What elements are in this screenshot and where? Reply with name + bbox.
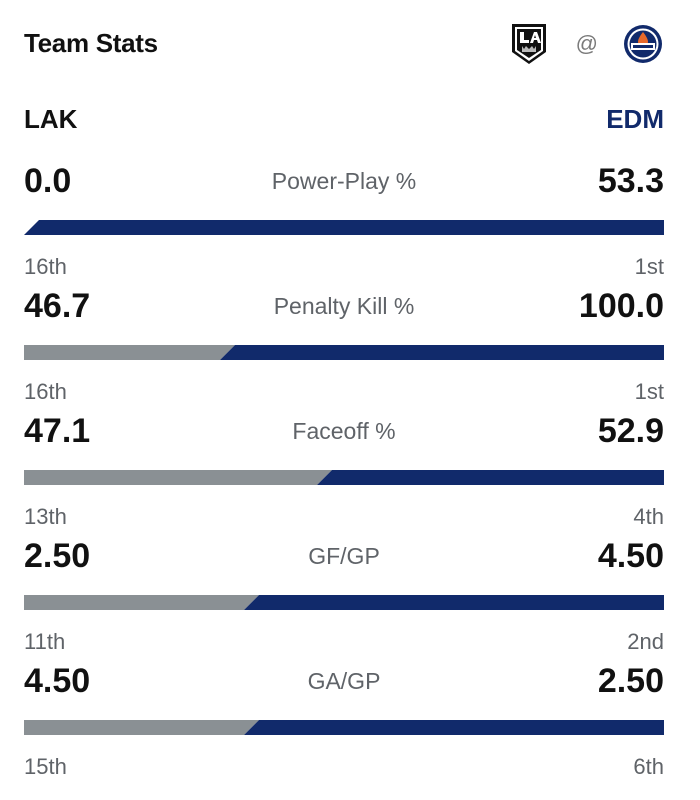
home-stat-rank: 2nd xyxy=(627,629,664,654)
away-stat-rank: 16th xyxy=(24,254,67,279)
stat-row-power-play: 0.0 Power-Play % 53.3 16th 1st xyxy=(24,162,664,287)
home-stat-bar xyxy=(220,345,664,360)
home-stat-rank: 6th xyxy=(633,754,664,779)
stat-row-faceoff: 47.1 Faceoff % 52.9 13th 4th xyxy=(24,412,664,537)
la-kings-logo-icon[interactable] xyxy=(508,22,550,66)
team-abbreviations: LAK EDM xyxy=(24,104,664,138)
stat-label: GA/GP xyxy=(307,668,381,694)
home-stat-rank: 1st xyxy=(634,379,664,404)
away-stat-bar xyxy=(24,345,235,360)
home-stat-value: 52.9 xyxy=(597,412,664,450)
away-stat-bar xyxy=(24,595,259,610)
home-stat-value: 53.3 xyxy=(597,162,664,200)
away-stat-rank: 16th xyxy=(24,379,67,404)
stat-row-goals-for-per-game: 2.50 GF/GP 4.50 11th 2nd xyxy=(24,537,664,662)
home-stat-rank: 1st xyxy=(634,254,664,279)
stat-row-penalty-kill: 46.7 Penalty Kill % 100.0 16th 1st xyxy=(24,287,664,412)
home-stat-value: 2.50 xyxy=(597,662,664,700)
away-stat-value: 47.1 xyxy=(24,412,91,450)
away-stat-bar xyxy=(24,720,259,735)
home-stat-rank: 4th xyxy=(633,504,664,529)
matchup-logos: @ xyxy=(508,20,664,68)
edmonton-oilers-logo-icon[interactable] xyxy=(622,22,664,66)
stat-label: GF/GP xyxy=(308,543,380,569)
away-stat-rank: 11th xyxy=(24,629,66,654)
home-stat-value: 100.0 xyxy=(578,287,664,325)
home-stat-bar xyxy=(244,595,664,610)
home-stat-bar xyxy=(244,720,664,735)
stat-label: Power-Play % xyxy=(271,168,417,194)
home-stat-bar xyxy=(24,220,664,235)
away-stat-value: 2.50 xyxy=(24,537,91,575)
at-separator: @ xyxy=(575,31,598,56)
away-team-abbr: LAK xyxy=(24,104,78,134)
page-title: Team Stats xyxy=(24,28,158,58)
away-stat-rank: 15th xyxy=(24,754,67,779)
home-stat-bar xyxy=(317,470,664,485)
stat-label: Faceoff % xyxy=(292,418,396,444)
away-stat-rank: 13th xyxy=(24,504,67,529)
home-team-abbr: EDM xyxy=(606,104,664,134)
team-stats-header: Team Stats @ xyxy=(24,24,664,66)
away-stat-bar xyxy=(24,470,332,485)
stat-label: Penalty Kill % xyxy=(273,293,415,319)
stat-row-goals-against-per-game: 4.50 GA/GP 2.50 15th 6th xyxy=(24,662,664,787)
away-stat-value: 46.7 xyxy=(24,287,91,325)
away-stat-value: 0.0 xyxy=(24,162,72,200)
away-stat-value: 4.50 xyxy=(24,662,91,700)
home-stat-value: 4.50 xyxy=(597,537,664,575)
